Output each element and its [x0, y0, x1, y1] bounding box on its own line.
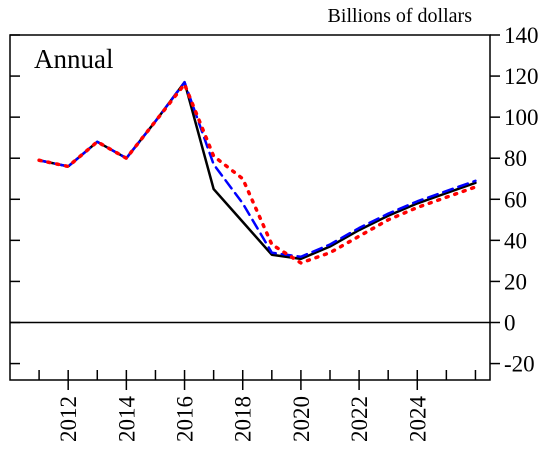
- x-tick-label: 2016: [173, 396, 198, 442]
- y-tick-label: -20: [504, 352, 535, 377]
- y-tick-label: 120: [504, 64, 539, 89]
- y-tick-label: 20: [504, 269, 527, 294]
- x-tick-label: 2012: [56, 396, 81, 442]
- x-tick-label: 2014: [114, 396, 139, 443]
- x-tick-label: 2018: [231, 396, 256, 442]
- y-tick-label: 0: [504, 311, 516, 336]
- x-tick-label: 2022: [347, 396, 372, 442]
- y-tick-label: 100: [504, 105, 539, 130]
- annotation: Annual: [34, 44, 113, 74]
- series-line: [37, 80, 477, 259]
- series-line: [37, 82, 478, 265]
- plot-frame: [9, 34, 491, 381]
- x-tick-label: 2020: [289, 396, 314, 442]
- y-axis-label: Billions of dollars: [328, 5, 473, 27]
- y-tick-label: 80: [504, 146, 527, 171]
- series-line: [37, 80, 477, 261]
- y-tick-label: 40: [504, 228, 527, 253]
- y-tick-label: 140: [504, 23, 539, 48]
- x-tick-label: 2024: [405, 396, 430, 443]
- y-tick-label: 60: [504, 187, 527, 212]
